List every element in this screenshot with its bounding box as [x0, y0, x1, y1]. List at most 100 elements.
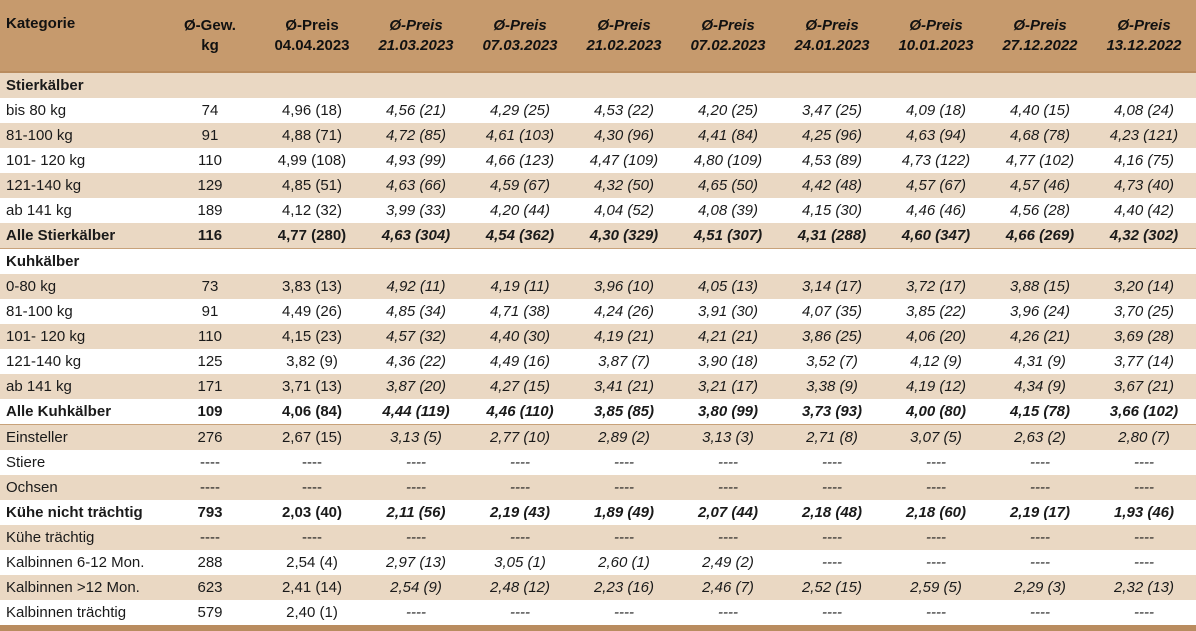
- price-cell: 4,09 (18): [884, 98, 988, 123]
- empty-cell: [572, 71, 676, 98]
- price-cell: 4,85 (34): [364, 299, 468, 324]
- row-label: Kühe nicht trächtig: [0, 500, 160, 525]
- table-row: Stiere ---- ---- ---- ---- ---- ---- ---- ---- --…: [0, 450, 1196, 475]
- row-label: 121-140 kg: [0, 173, 160, 198]
- price-cell: 2,18 (48): [780, 500, 884, 525]
- section-title: Stierkälber: [0, 71, 160, 98]
- price-cell: 3,52 (7): [780, 349, 884, 374]
- price-cell: ----: [884, 600, 988, 625]
- price-cell: ----: [884, 450, 988, 475]
- price-cell: ----: [988, 475, 1092, 500]
- footer-bar-cell: [0, 625, 1196, 631]
- price-cell: 3,91 (30): [676, 299, 780, 324]
- price-cell: ----: [468, 475, 572, 500]
- price-cell: 3,99 (33): [364, 198, 468, 223]
- row-label: Kalbinnen 6-12 Mon.: [0, 550, 160, 575]
- header-preis-label: Ø-Preis: [389, 16, 443, 34]
- price-cell: ----: [780, 525, 884, 550]
- weight-cell: 91: [160, 299, 260, 324]
- header-date: 21.03.2023: [378, 36, 454, 54]
- price-cell: 3,72 (17): [884, 274, 988, 299]
- price-cell: 4,99 (108): [260, 148, 364, 173]
- table-row: 121-140 kg 129 4,85 (51) 4,63 (66) 4,59 (67)…: [0, 173, 1196, 198]
- price-cell: 4,73 (40): [1092, 173, 1196, 198]
- price-cell: 2,54 (9): [364, 575, 468, 600]
- header-date: 27.12.2022: [1002, 36, 1078, 54]
- weight-cell: 129: [160, 173, 260, 198]
- price-cell: 2,32 (13): [1092, 575, 1196, 600]
- price-cell: ----: [364, 600, 468, 625]
- price-cell: 4,19 (21): [572, 324, 676, 349]
- header-date: 13.12.2022: [1106, 36, 1182, 54]
- header-preis-label: Ø-Preis: [701, 16, 755, 34]
- header-kategorie: Kategorie: [0, 0, 160, 72]
- price-cell: 4,31 (288): [780, 223, 884, 249]
- price-cell: 2,23 (16): [572, 575, 676, 600]
- price-cell: 2,49 (2): [676, 550, 780, 575]
- section-header-row: Stierkälber: [0, 71, 1196, 98]
- empty-cell: [364, 71, 468, 98]
- section-title: Kuhkälber: [0, 248, 160, 274]
- row-label: 101- 120 kg: [0, 324, 160, 349]
- price-cell: ----: [988, 525, 1092, 550]
- table-row: 0-80 kg 73 3,83 (13) 4,92 (11) 4,19 (11) 3,96…: [0, 274, 1196, 299]
- price-cell: 2,52 (15): [780, 575, 884, 600]
- header-date-col: Ø-Preis 24.01.2023: [780, 0, 884, 72]
- price-cell: 4,59 (67): [468, 173, 572, 198]
- header-date: 07.03.2023: [482, 36, 558, 54]
- empty-cell: [364, 248, 468, 274]
- price-cell: 2,46 (7): [676, 575, 780, 600]
- price-cell: 4,53 (89): [780, 148, 884, 173]
- price-cell: 4,60 (347): [884, 223, 988, 249]
- price-cell: 4,12 (9): [884, 349, 988, 374]
- price-cell: 4,72 (85): [364, 123, 468, 148]
- row-label: Stiere: [0, 450, 160, 475]
- price-cell: 2,48 (12): [468, 575, 572, 600]
- empty-cell: [572, 248, 676, 274]
- header-date-col: Ø-Preis 10.01.2023: [884, 0, 988, 72]
- price-cell: 4,66 (269): [988, 223, 1092, 249]
- price-cell: 4,08 (39): [676, 198, 780, 223]
- price-cell: ----: [1092, 475, 1196, 500]
- header-preis-label: Ø-Preis: [1013, 16, 1067, 34]
- price-cell: 4,66 (123): [468, 148, 572, 173]
- empty-cell: [260, 248, 364, 274]
- weight-cell: 793: [160, 500, 260, 525]
- price-cell: 3,07 (5): [884, 424, 988, 450]
- price-cell: 3,14 (17): [780, 274, 884, 299]
- header-date-col: Ø-Preis 07.03.2023: [468, 0, 572, 72]
- weight-cell: 110: [160, 148, 260, 173]
- table-row: Alle Stierkälber 116 4,77 (280) 4,63 (304) 4…: [0, 223, 1196, 249]
- price-cell: 4,27 (15): [468, 374, 572, 399]
- price-cell: 4,77 (102): [988, 148, 1092, 173]
- row-label: 121-140 kg: [0, 349, 160, 374]
- table-row: Einsteller 276 2,67 (15) 3,13 (5) 2,77 (10) 2…: [0, 424, 1196, 450]
- header-preis-label: Ø-Preis: [597, 16, 651, 34]
- price-cell: 4,49 (16): [468, 349, 572, 374]
- price-cell: 2,77 (10): [468, 424, 572, 450]
- empty-cell: [884, 71, 988, 98]
- footer-bar: [0, 625, 1196, 631]
- weight-cell: 74: [160, 98, 260, 123]
- price-cell: 4,71 (38): [468, 299, 572, 324]
- price-cell: 3,38 (9): [780, 374, 884, 399]
- price-cell: 3,86 (25): [780, 324, 884, 349]
- price-cell: 4,96 (18): [260, 98, 364, 123]
- price-cell: 2,89 (2): [572, 424, 676, 450]
- price-cell: 4,25 (96): [780, 123, 884, 148]
- empty-cell: [468, 71, 572, 98]
- price-cell: ----: [676, 600, 780, 625]
- price-cell: 2,60 (1): [572, 550, 676, 575]
- price-cell: 3,87 (7): [572, 349, 676, 374]
- header-date: 21.02.2023: [586, 36, 662, 54]
- empty-cell: [1092, 71, 1196, 98]
- empty-cell: [1092, 248, 1196, 274]
- weight-cell: ----: [160, 475, 260, 500]
- header-preis-label: Ø-Preis: [805, 16, 859, 34]
- price-cell: 4,31 (9): [988, 349, 1092, 374]
- table-row: Kalbinnen trächtig 579 2,40 (1) ---- ---- ---…: [0, 600, 1196, 625]
- price-cell: 4,54 (362): [468, 223, 572, 249]
- table-row: 101- 120 kg 110 4,99 (108) 4,93 (99) 4,66 (1…: [0, 148, 1196, 173]
- price-cell: 4,19 (12): [884, 374, 988, 399]
- header-gewicht-line2: kg: [201, 36, 219, 54]
